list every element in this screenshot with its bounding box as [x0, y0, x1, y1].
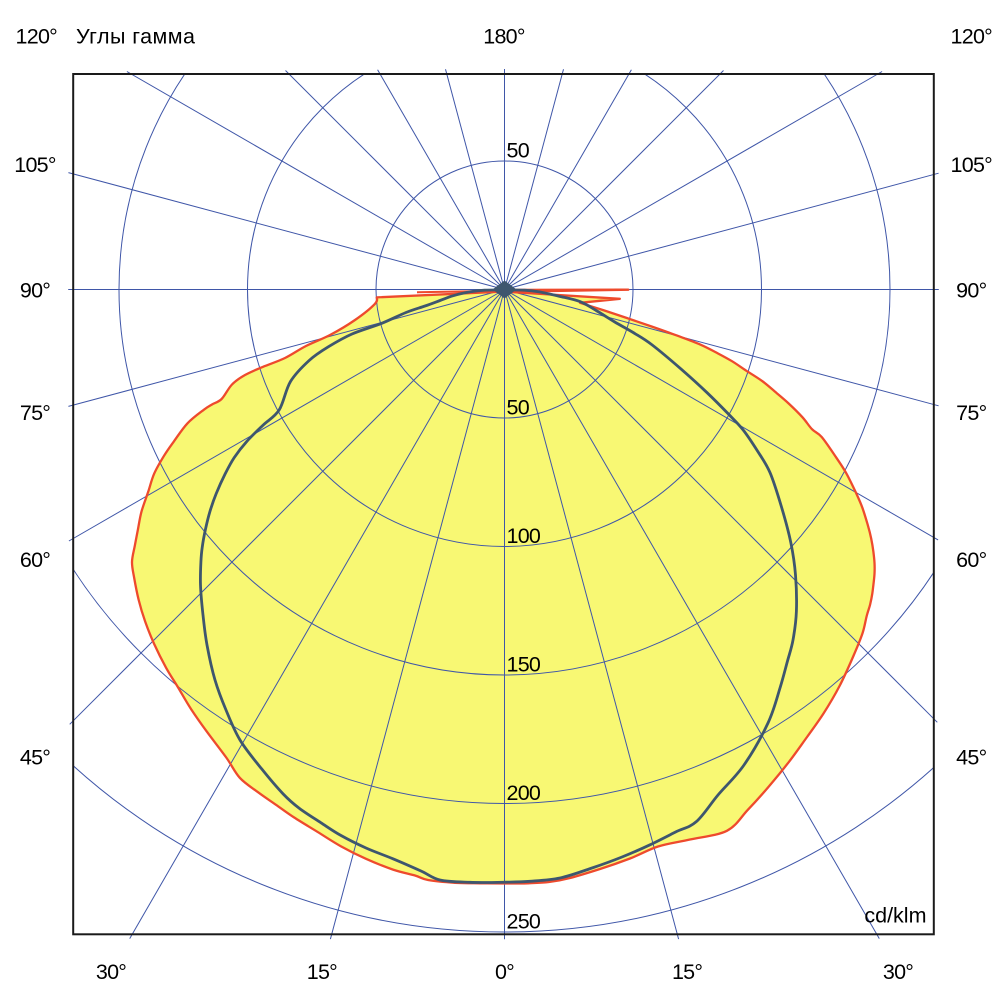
svg-text:120°: 120° [951, 24, 993, 48]
svg-text:105°: 105° [951, 153, 993, 177]
svg-text:75°: 75° [20, 401, 50, 425]
svg-text:90°: 90° [956, 279, 986, 303]
svg-text:15°: 15° [672, 960, 702, 984]
svg-text:15°: 15° [307, 960, 337, 984]
svg-text:30°: 30° [883, 960, 913, 984]
svg-text:60°: 60° [956, 548, 986, 572]
svg-text:180°: 180° [483, 24, 525, 48]
svg-text:30°: 30° [96, 960, 126, 984]
svg-text:0°: 0° [495, 960, 514, 984]
svg-text:45°: 45° [20, 746, 50, 770]
svg-text:75°: 75° [956, 401, 986, 425]
svg-text:45°: 45° [956, 746, 986, 770]
svg-text:cd/klm: cd/klm [864, 904, 926, 928]
svg-text:200: 200 [507, 781, 541, 805]
svg-text:50: 50 [507, 396, 530, 420]
svg-text:100: 100 [507, 524, 541, 548]
svg-text:120°: 120° [16, 24, 58, 48]
svg-text:90°: 90° [20, 279, 50, 303]
svg-text:250: 250 [507, 910, 541, 934]
svg-text:105°: 105° [14, 153, 56, 177]
svg-text:Углы гамма: Углы гамма [76, 24, 195, 48]
svg-text:150: 150 [507, 653, 541, 677]
svg-text:50: 50 [507, 139, 530, 163]
svg-text:60°: 60° [20, 548, 50, 572]
